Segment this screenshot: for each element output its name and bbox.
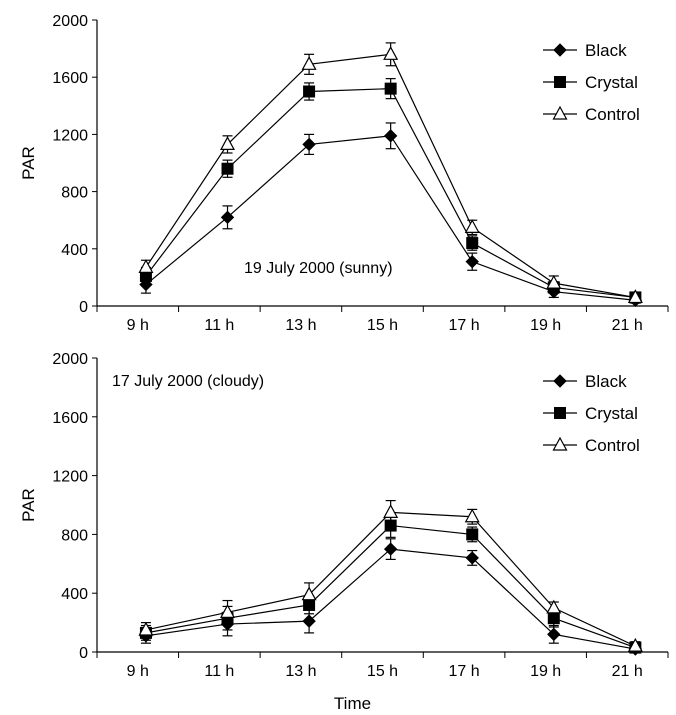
data-point: [301, 586, 317, 601]
y-tick-label: 400: [61, 242, 88, 259]
legend-label: Black: [585, 41, 627, 60]
x-tick-label: 15 h: [367, 663, 398, 680]
data-point: [383, 46, 399, 60]
legend-item-crystal: Crystal: [543, 404, 638, 423]
data-point: [464, 508, 480, 523]
legend-label: Control: [585, 105, 640, 124]
x-tick-label: 21 h: [612, 663, 643, 680]
legend-marker: [554, 407, 566, 419]
data-point: [383, 129, 398, 143]
x-tick-label: 19 h: [530, 317, 561, 334]
x-tick-label: 9 h: [127, 317, 149, 334]
x-tick-label: 19 h: [530, 663, 561, 680]
legend-label: Control: [585, 436, 640, 455]
y-tick-label: 800: [61, 185, 88, 202]
data-point: [384, 82, 397, 95]
x-tick-label: 21 h: [612, 317, 643, 334]
data-point: [138, 621, 154, 636]
legend-marker: [553, 374, 567, 388]
x-tick-label: 17 h: [449, 663, 480, 680]
series-control: [138, 42, 643, 304]
legend-marker: [553, 43, 567, 57]
x-tick-label: 13 h: [285, 317, 316, 334]
y-tick-label: 0: [79, 645, 88, 662]
data-point: [221, 162, 234, 175]
series-control: [138, 499, 643, 652]
x-tick-label: 9 h: [127, 663, 149, 680]
data-point: [465, 551, 479, 565]
series-black: [139, 538, 643, 656]
data-point: [627, 637, 643, 652]
data-point: [303, 85, 316, 98]
y-tick-label: 800: [61, 527, 88, 544]
data-point: [302, 614, 316, 628]
x-tick-label: 11 h: [204, 663, 234, 680]
legend-label: Black: [585, 372, 627, 391]
y-tick-label: 1200: [52, 469, 88, 486]
y-tick-label: 1600: [52, 410, 88, 427]
data-point: [466, 528, 479, 541]
data-point: [627, 289, 643, 304]
legend-marker: [554, 76, 566, 88]
y-tick-label: 2000: [52, 351, 88, 368]
data-point: [465, 254, 479, 269]
data-point: [383, 504, 399, 518]
data-point: [302, 137, 316, 152]
y-tick-label: 2000: [52, 13, 88, 30]
data-point: [466, 237, 479, 250]
x-tick-label: 15 h: [367, 317, 398, 334]
legend-item-black: Black: [543, 41, 627, 60]
data-point: [547, 627, 561, 642]
y-axis-title: PAR: [19, 488, 38, 522]
data-point: [301, 56, 317, 70]
y-tick-label: 0: [79, 299, 88, 316]
data-point: [220, 604, 236, 618]
legend-item-black: Black: [543, 372, 627, 391]
data-point: [220, 210, 235, 225]
data-point: [138, 259, 154, 273]
legend-item-control: Control: [543, 436, 640, 455]
data-point: [546, 599, 562, 614]
chart-annotation: 19 July 2000 (sunny): [244, 260, 393, 277]
y-tick-label: 400: [61, 586, 88, 603]
chart-panel-2: 0 400 800 1200 1600 2000 9 h 11 h 13 h 15 h 17 h 19…: [19, 351, 669, 713]
series-black: [139, 122, 643, 307]
legend-label: Crystal: [585, 73, 638, 92]
x-axis-title: Time: [334, 694, 371, 713]
data-point: [383, 542, 398, 556]
series-line: [145, 548, 636, 650]
y-tick-label: 1200: [52, 127, 88, 144]
y-axis-title: PAR: [19, 146, 38, 180]
x-tick-label: 13 h: [285, 663, 316, 680]
legend-label: Crystal: [585, 404, 638, 423]
legend-marker: [552, 436, 568, 451]
x-tick-label: 11 h: [204, 317, 234, 334]
x-tick-label: 17 h: [449, 317, 480, 334]
data-point: [546, 274, 562, 289]
legend-item-crystal: Crystal: [543, 73, 638, 92]
y-tick-label: 1600: [52, 70, 88, 87]
chart-panel-1: 0 400 800 1200 1600 2000 9 h 11 h 13 h 15 h 17 h 19…: [19, 13, 669, 334]
series-crystal: [139, 513, 642, 654]
legend-marker: [552, 105, 568, 120]
legend-item-control: Control: [543, 105, 640, 124]
data-point: [220, 136, 236, 151]
chart-annotation: 17 July 2000 (cloudy): [112, 373, 264, 390]
data-point: [464, 219, 480, 233]
